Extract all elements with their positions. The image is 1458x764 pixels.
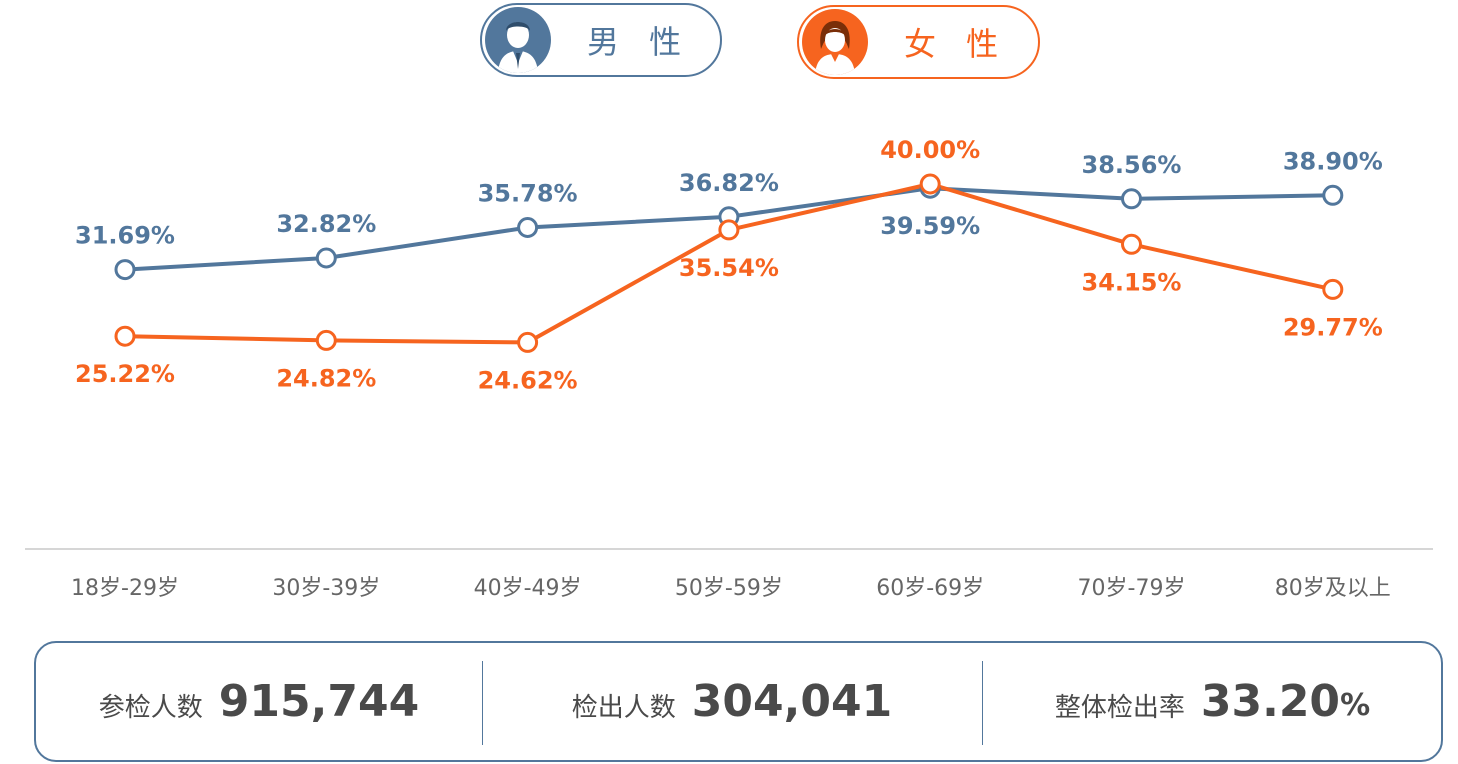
data-label-male: 31.69%: [75, 222, 175, 250]
data-label-male: 36.82%: [679, 169, 779, 197]
data-label-female: 40.00%: [880, 136, 980, 164]
stat-rate-label: 整体检出率: [1054, 693, 1185, 723]
x-tick-label: 70岁-79岁: [1078, 576, 1186, 601]
x-tick-label: 80岁及以上: [1275, 576, 1391, 601]
data-point-female: [517, 331, 539, 353]
data-point-female: [1121, 233, 1142, 255]
legend-male-label: 男 性: [587, 23, 692, 61]
stat-rate: 整体检出率 33.20 %: [982, 643, 1443, 760]
stat-divider: [482, 661, 483, 745]
data-point-male: [114, 259, 136, 281]
legend-male: 男 性: [480, 3, 722, 77]
x-tick-label: 60岁-69岁: [876, 576, 984, 601]
stat-rate-value: 33.20: [1200, 676, 1341, 727]
data-label-female: 34.15%: [1082, 268, 1182, 296]
data-point-female: [1322, 278, 1344, 300]
data-label-female: 29.77%: [1283, 313, 1383, 341]
x-tick-label: 40岁-49岁: [474, 576, 582, 601]
line-chart: 18岁-29岁 30岁-39岁 40岁-49岁 50岁-59岁 60岁-69岁 70岁-7…: [25, 136, 1433, 601]
x-tick-label: 30岁-39岁: [272, 576, 380, 601]
data-point-male: [1121, 188, 1142, 210]
stat-divider: [982, 661, 983, 745]
stat-examined: 参检人数 915,744: [36, 643, 482, 760]
x-tick-label: 50岁-59岁: [675, 576, 783, 601]
data-label-female: 24.82%: [276, 364, 376, 392]
data-label-male: 35.78%: [478, 180, 578, 208]
stat-examined-label: 参检人数: [98, 693, 203, 723]
data-label-female: 25.22%: [75, 360, 175, 388]
stat-rate-unit: %: [1340, 688, 1371, 723]
data-point-male: [315, 247, 337, 269]
x-tick-label: 18岁-29岁: [71, 576, 179, 601]
stat-detected: 检出人数 304,041: [482, 643, 982, 760]
data-point-female: [919, 173, 941, 195]
legend-female-label: 女 性: [904, 25, 1009, 63]
data-label-male: 38.90%: [1283, 147, 1383, 175]
stat-detected-label: 检出人数: [571, 693, 676, 723]
data-label-male: 32.82%: [276, 210, 376, 238]
stat-examined-value: 915,744: [218, 676, 420, 727]
data-label-male: 38.56%: [1082, 151, 1182, 179]
data-point-male: [1322, 184, 1344, 206]
data-label-female: 24.62%: [478, 366, 578, 394]
female-avatar-icon: [802, 9, 868, 75]
data-label-male: 39.59%: [880, 212, 980, 240]
data-label-female: 35.54%: [679, 254, 779, 282]
legend-female: 女 性: [797, 5, 1040, 79]
data-point-female: [315, 329, 337, 351]
stat-detected-value: 304,041: [691, 676, 893, 727]
data-point-female: [718, 219, 740, 241]
summary-stats-box: 参检人数 915,744 检出人数 304,041 整体检出率 33.20 %: [34, 641, 1443, 762]
male-avatar-icon: [485, 7, 551, 73]
data-point-male: [517, 217, 539, 238]
data-point-female: [114, 325, 136, 347]
